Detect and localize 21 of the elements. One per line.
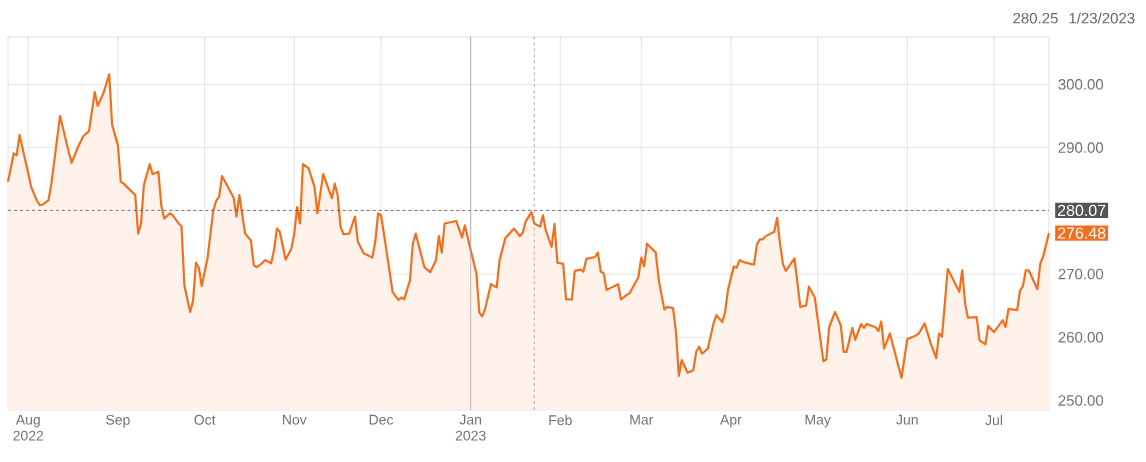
x-tick-label: Sep xyxy=(106,414,130,428)
x-tick-label: May xyxy=(805,414,831,428)
x-tick-label: Oct xyxy=(194,414,216,425)
x-tick-label: Mar xyxy=(630,414,654,425)
x-tick-label: Apr xyxy=(720,414,742,428)
x-tick-label: Jul xyxy=(985,414,1003,426)
y-tick-label: 290.00 xyxy=(1058,142,1104,153)
y-tick-label: 250.00 xyxy=(1058,395,1104,406)
ref-line-label: 280.07 xyxy=(1057,204,1106,217)
x-tick-label: Dec xyxy=(369,414,394,425)
y-tick-label: 300.00 xyxy=(1058,79,1104,90)
x-tick-label: Jun xyxy=(896,414,918,425)
text: 280.25 xyxy=(1013,12,1058,24)
text: 1/23/2023 xyxy=(1069,12,1135,24)
x-tick-label: Jan 2023 xyxy=(455,414,486,441)
x-tick-label: Feb xyxy=(549,414,572,426)
y-tick-label: 260.00 xyxy=(1058,331,1104,343)
x-tick-label: Aug 2022 xyxy=(13,414,44,441)
x-tick-label: Nov xyxy=(282,414,307,425)
annotation: 276.48 xyxy=(1057,227,1106,239)
y-tick-label: 270.00 xyxy=(1058,268,1104,280)
